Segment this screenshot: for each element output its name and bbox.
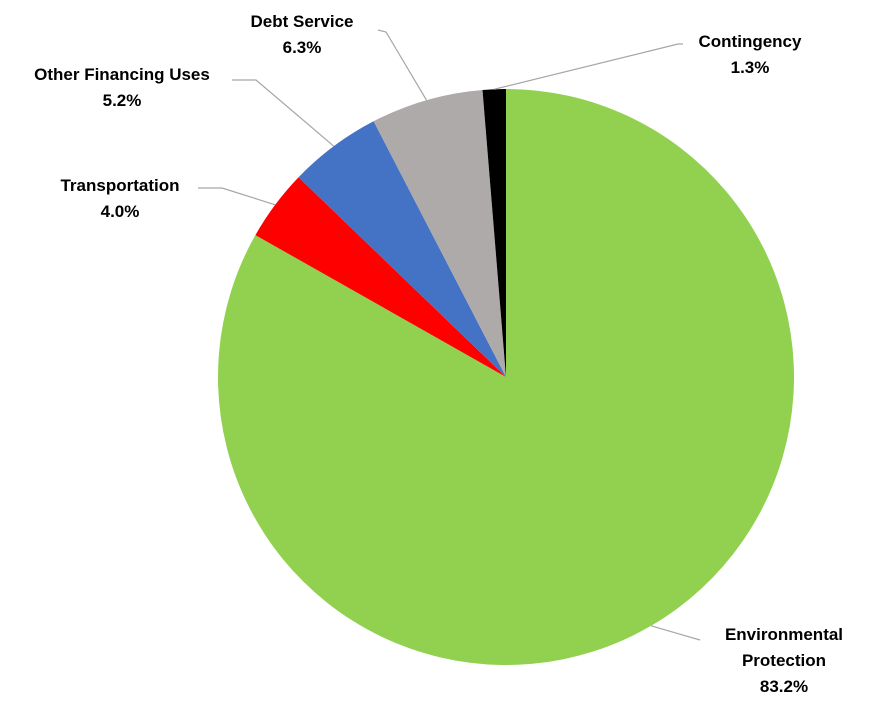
data-label-transportation: Transportation — [60, 176, 179, 195]
data-label-debt-service: Debt Service — [251, 12, 354, 31]
leader-line-debt-service — [377, 29, 428, 101]
data-value-contingency: 1.3% — [731, 58, 770, 77]
data-label-other-financing-uses: Other Financing Uses — [34, 65, 210, 84]
data-value-other-financing-uses: 5.2% — [103, 91, 142, 110]
pie-slices — [217, 89, 794, 666]
data-value-transportation: 4.0% — [101, 202, 140, 221]
leader-lines — [198, 29, 701, 641]
data-labels: Environmental Protection 83.2% Transportati… — [34, 12, 843, 696]
leader-line-other-financing-uses — [232, 79, 335, 147]
data-label-environmental-protection: Environmental — [725, 625, 843, 644]
leader-line-environmental-protection — [650, 625, 701, 641]
pie-slice-other-financing-uses — [298, 121, 506, 377]
data-value-environmental-protection: 83.2% — [760, 677, 808, 696]
data-value-debt-service: 6.3% — [283, 38, 322, 57]
data-label-environmental-protection: Protection — [742, 651, 826, 670]
leader-line-contingency — [494, 43, 683, 90]
leader-line-transportation — [198, 187, 276, 206]
pie-slice-contingency — [482, 89, 506, 377]
pie-slice-environmental-protection — [217, 89, 794, 666]
data-label-contingency: Contingency — [699, 32, 802, 51]
pie-slice-transportation — [255, 177, 506, 377]
pie-slice-debt-service — [373, 89, 506, 378]
